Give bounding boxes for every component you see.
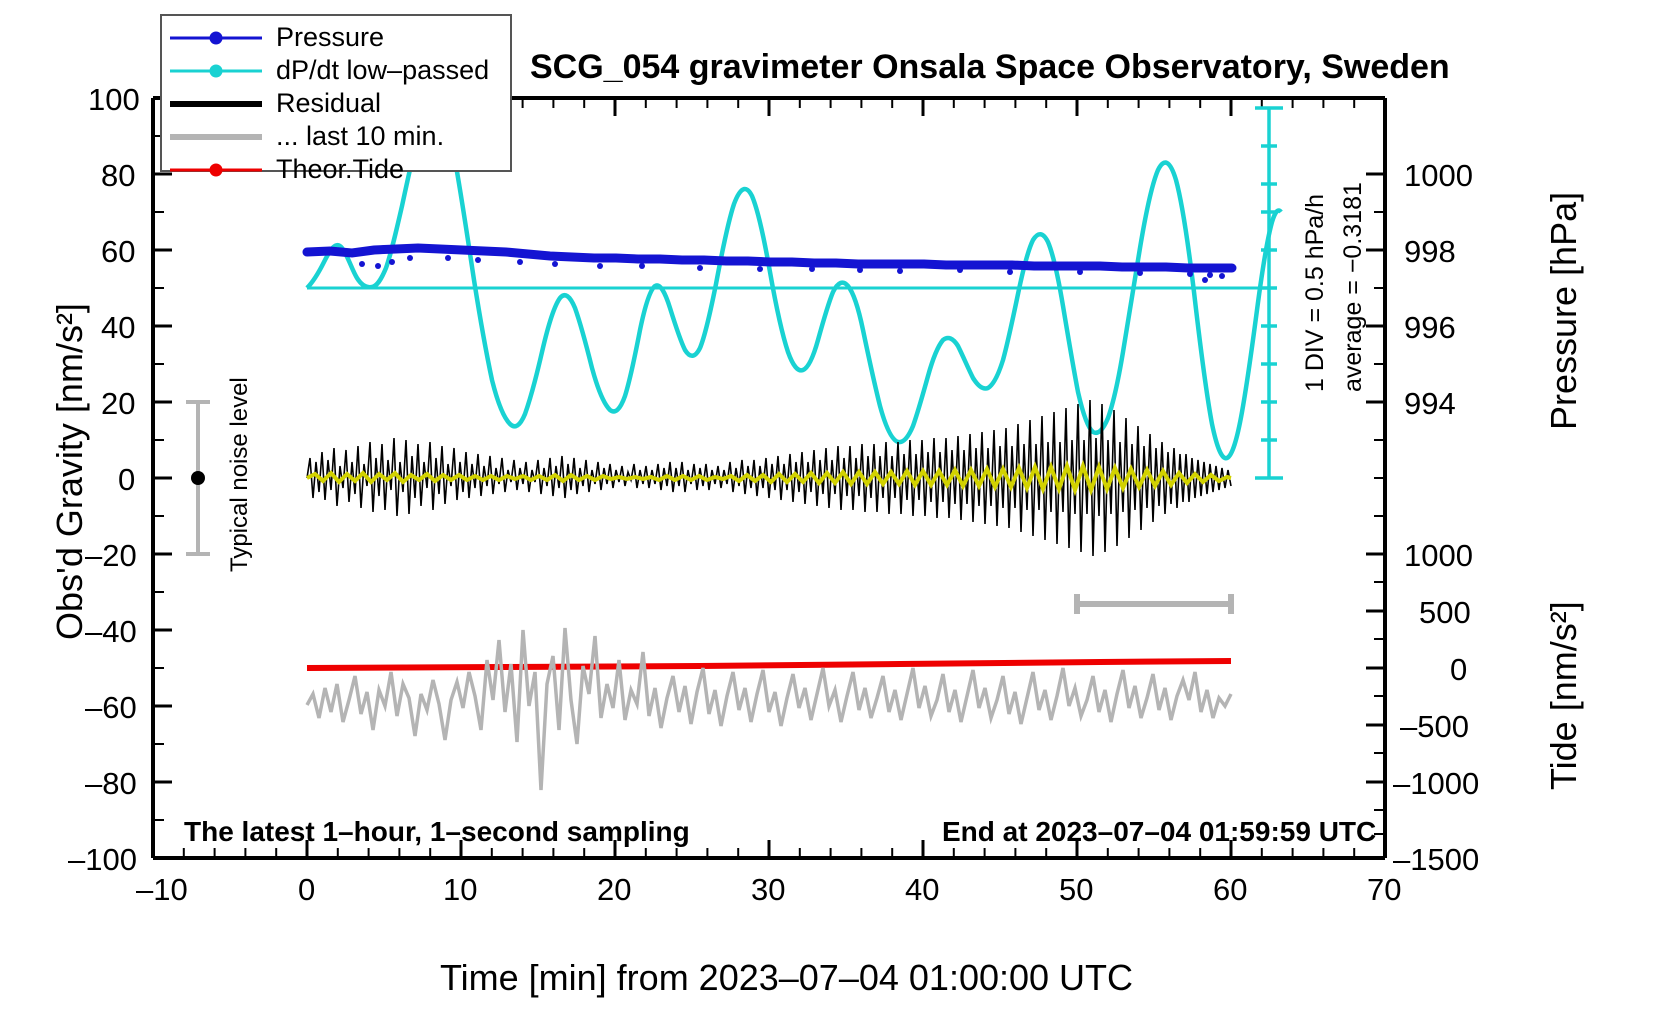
dpdt-swatch (170, 61, 262, 81)
tide-tick-label: 0 (1450, 652, 1468, 687)
y-tick-label: –20 (85, 538, 137, 573)
x-tick-label: 10 (443, 872, 478, 907)
dpdt-scale-bar (1255, 106, 1283, 480)
y-tick-label: –80 (85, 766, 137, 801)
pressure-tick-label: 998 (1404, 234, 1456, 269)
y-tick-label: –40 (85, 614, 137, 649)
tide-tick-label: –1500 (1393, 842, 1480, 877)
legend-label: Pressure (276, 22, 385, 52)
ten-minute-scale-bar (1074, 594, 1234, 614)
residual-series (306, 399, 1232, 557)
legend-label: dP/dt low–passed (276, 55, 490, 85)
x-axis-ticks (151, 840, 1387, 858)
average-label: average = −0.3181 (1339, 182, 1367, 392)
sampling-note: The latest 1–hour, 1–second sampling (184, 816, 690, 847)
pressure-tick-label: 1000 (1404, 158, 1473, 193)
x-tick-label: 50 (1059, 872, 1094, 907)
tide-axis-title: Tide [nm/s²] (1543, 601, 1584, 790)
y-tick-label: 100 (88, 82, 140, 117)
tide-tick-label: 1000 (1404, 538, 1473, 573)
last10-series (305, 627, 1233, 791)
legend-label: ... last 10 min. (276, 121, 445, 151)
chart-legend: Pressure dP/dt low–passed Residual ... l… (160, 14, 512, 184)
div-scale-label: 1 DIV = 0.5 hPa/h (1301, 193, 1329, 392)
theortide-swatch (170, 160, 262, 180)
residual-swatch (170, 94, 262, 114)
residual-smoothed-series (306, 459, 1232, 497)
pressure-tick-label: 994 (1404, 386, 1456, 421)
dpdt-curve (305, 100, 1283, 461)
theor-tide-series (306, 658, 1232, 671)
legend-label: Theor.Tide (276, 154, 405, 184)
legend-item-last10[interactable]: ... last 10 min. (162, 120, 510, 153)
y-tick-label: 40 (101, 310, 136, 345)
y-tick-label: 20 (101, 386, 136, 421)
typical-noise-level-bar (186, 400, 210, 556)
pressure-series (302, 243, 1237, 283)
pressure-swatch (170, 28, 262, 48)
legend-label: Residual (276, 88, 382, 118)
x-tick-label: 60 (1213, 872, 1248, 907)
x-tick-label: 70 (1367, 872, 1402, 907)
y-axis-title: Obs'd Gravity [nm/s²] (49, 303, 90, 640)
x-tick-label: 30 (751, 872, 786, 907)
last10-swatch (170, 127, 262, 147)
pressure-tick-label: 996 (1404, 310, 1456, 345)
legend-item-dpdt[interactable]: dP/dt low–passed (162, 54, 510, 87)
legend-item-residual[interactable]: Residual (162, 87, 510, 120)
legend-item-pressure[interactable]: Pressure (162, 21, 510, 54)
legend-item-theortide[interactable]: Theor.Tide (162, 153, 510, 186)
y-axis-ticks (153, 96, 172, 860)
typical-noise-level-label: Typical noise level (226, 377, 253, 572)
x-tick-label: 20 (597, 872, 632, 907)
y-axis-right-ticks (1366, 172, 1385, 860)
x-axis-title: Time [min] from 2023–07–04 01:00:00 UTC (440, 957, 1134, 998)
tide-tick-label: 500 (1419, 595, 1471, 630)
x-tick-label: 40 (905, 872, 940, 907)
y-tick-label: –60 (85, 690, 137, 725)
y-tick-label: 60 (101, 234, 136, 269)
page-title: SCG_054 gravimeter Onsala Space Observat… (530, 48, 1450, 86)
pressure-axis-title: Pressure [hPa] (1543, 191, 1584, 430)
y-tick-label: –100 (68, 842, 137, 877)
tide-tick-label: –500 (1400, 709, 1469, 744)
y-tick-label: 80 (101, 158, 136, 193)
x-tick-label: –10 (136, 872, 188, 907)
x-tick-label: 0 (298, 872, 316, 907)
end-time-label: End at 2023–07–04 01:59:59 UTC (942, 816, 1377, 847)
y-tick-label: 0 (118, 462, 136, 497)
tide-tick-label: –1000 (1393, 766, 1480, 801)
